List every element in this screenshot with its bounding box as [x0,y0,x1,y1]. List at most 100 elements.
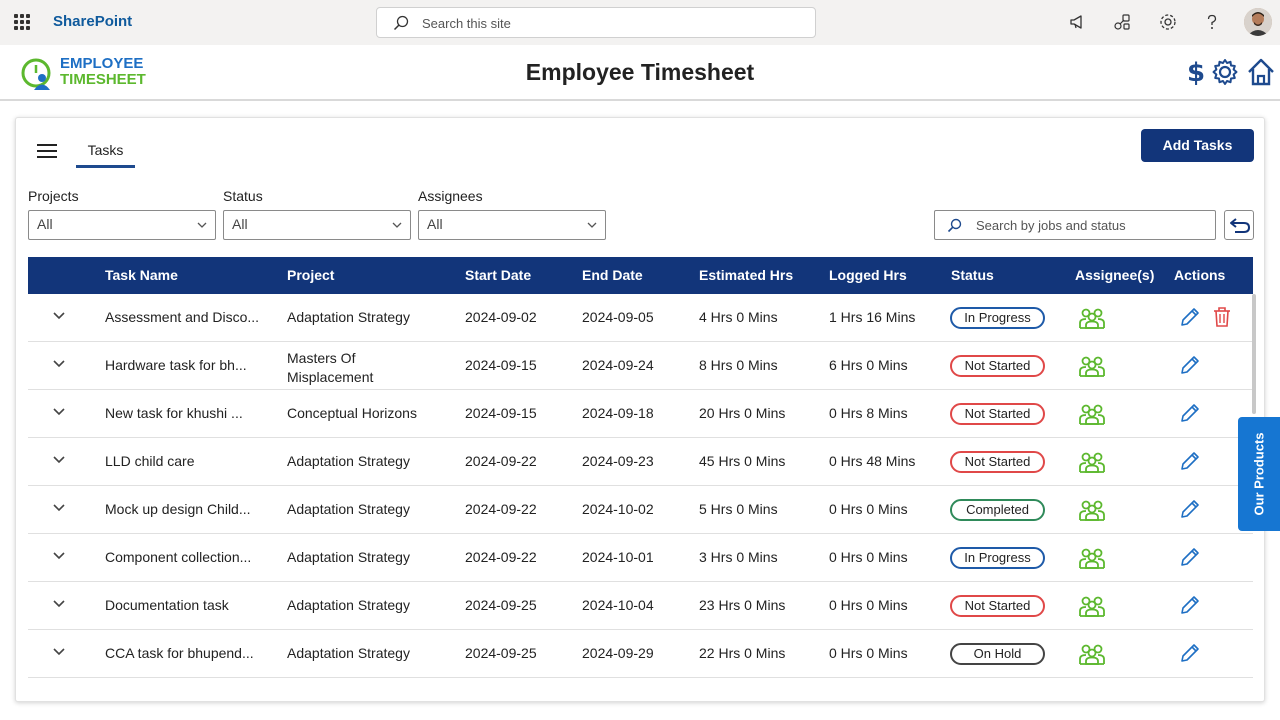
employee-timesheet-logo[interactable]: EMPLOYEE TIMESHEET [20,55,150,91]
table-row[interactable]: Hardware task for bh... Masters Of Mispla… [28,342,1253,390]
jobs-search-input[interactable]: Search by jobs and status [934,210,1216,240]
col-logged-hrs[interactable]: Logged Hrs [829,267,907,283]
delete-trash-icon[interactable] [1212,306,1232,328]
end-date-cell: 2024-10-02 [582,501,654,517]
expand-row-chevron-icon[interactable] [52,455,66,465]
dollar-icon[interactable]: $ [1185,57,1207,87]
expand-row-chevron-icon[interactable] [52,647,66,657]
end-date-cell: 2024-10-04 [582,597,654,613]
table-row[interactable]: Documentation task Adaptation Strategy 202… [28,582,1253,630]
projects-filter-select[interactable]: All [28,210,216,240]
table-row[interactable]: Assessment and Disco... Adaptation Strate… [28,294,1253,342]
expand-row-chevron-icon[interactable] [52,311,66,321]
logged-hrs-cell: 0 Hrs 0 Mins [829,501,908,517]
assignees-group-icon[interactable] [1078,594,1106,618]
task-name-cell[interactable]: CCA task for bhupend... [105,645,254,661]
sharepoint-link[interactable]: SharePoint [53,13,133,30]
expand-row-chevron-icon[interactable] [52,599,66,609]
status-filter-select[interactable]: All [223,210,411,240]
start-date-cell: 2024-09-15 [465,405,537,421]
tasks-table: Task Name Project Start Date End Date Es… [28,257,1253,678]
help-icon[interactable] [1202,12,1222,32]
table-row[interactable]: Mock up design Child... Adaptation Strate… [28,486,1253,534]
task-name-cell[interactable]: Assessment and Disco... [105,309,260,325]
table-scrollbar[interactable] [1252,294,1256,414]
col-project[interactable]: Project [287,267,335,283]
col-status[interactable]: Status [951,267,994,283]
table-row[interactable]: New task for khushi ... Conceptual Horizo… [28,390,1253,438]
start-date-cell: 2024-09-25 [465,597,537,613]
task-name-cell[interactable]: Component collection... [105,549,252,565]
chevron-down-icon [197,222,207,228]
project-cell: Adaptation Strategy [287,597,410,613]
assignees-filter-label: Assignees [418,188,483,204]
edit-pencil-icon[interactable] [1179,354,1201,376]
estimated-hrs-cell: 45 Hrs 0 Mins [699,453,786,469]
assignees-filter-value: All [427,216,443,232]
user-avatar[interactable] [1244,8,1272,36]
edit-pencil-icon[interactable] [1179,498,1201,520]
gear-icon[interactable] [1211,57,1239,87]
estimated-hrs-cell: 4 Hrs 0 Mins [699,309,778,325]
table-row[interactable]: CCA task for bhupend... Adaptation Strate… [28,630,1253,678]
tab-tasks[interactable]: Tasks [76,140,135,168]
table-row[interactable]: LLD child care Adaptation Strategy 2024-09… [28,438,1253,486]
edit-pencil-icon[interactable] [1179,546,1201,568]
assignees-group-icon[interactable] [1078,498,1106,522]
task-name-cell[interactable]: Mock up design Child... [105,501,251,517]
assignees-group-icon[interactable] [1078,306,1106,330]
project-cell: Conceptual Horizons [287,405,417,421]
expand-row-chevron-icon[interactable] [52,359,66,369]
end-date-cell: 2024-09-29 [582,645,654,661]
edit-pencil-icon[interactable] [1179,594,1201,616]
col-task-name[interactable]: Task Name [105,267,178,283]
megaphone-icon[interactable] [1068,12,1088,32]
edit-pencil-icon[interactable] [1179,450,1201,472]
col-estimated-hrs[interactable]: Estimated Hrs [699,267,794,283]
settings-icon[interactable] [1158,12,1178,32]
reset-filters-button[interactable] [1224,210,1254,240]
project-cell: Adaptation Strategy [287,453,410,469]
assignees-group-icon[interactable] [1078,642,1106,666]
projects-filter-label: Projects [28,188,79,204]
assignees-group-icon[interactable] [1078,354,1106,378]
home-icon[interactable] [1246,57,1276,87]
app-launcher-icon[interactable] [14,14,30,30]
site-search-placeholder: Search this site [422,16,511,31]
hamburger-menu-icon[interactable] [37,144,57,160]
status-badge: Not Started [950,403,1045,425]
status-badge: Not Started [950,355,1045,377]
task-name-cell[interactable]: LLD child care [105,453,195,469]
site-search-input[interactable]: Search this site [376,7,816,38]
edit-pencil-icon[interactable] [1179,306,1201,328]
col-start-date[interactable]: Start Date [465,267,532,283]
assignees-group-icon[interactable] [1078,450,1106,474]
assignees-group-icon[interactable] [1078,546,1106,570]
logged-hrs-cell: 0 Hrs 48 Mins [829,453,916,469]
expand-row-chevron-icon[interactable] [52,407,66,417]
share-icon[interactable] [1113,12,1133,32]
task-name-cell[interactable]: New task for khushi ... [105,405,243,421]
project-cell: Masters Of Misplacement [287,350,374,385]
end-date-cell: 2024-09-23 [582,453,654,469]
assignees-group-icon[interactable] [1078,402,1106,426]
edit-pencil-icon[interactable] [1179,642,1201,664]
task-name-cell[interactable]: Documentation task [105,597,229,613]
undo-icon [1230,218,1251,233]
estimated-hrs-cell: 3 Hrs 0 Mins [699,549,778,565]
logged-hrs-cell: 0 Hrs 0 Mins [829,549,908,565]
start-date-cell: 2024-09-22 [465,453,537,469]
table-row[interactable]: Component collection... Adaptation Strate… [28,534,1253,582]
expand-row-chevron-icon[interactable] [52,503,66,513]
task-name-cell[interactable]: Hardware task for bh... [105,357,247,373]
project-cell: Adaptation Strategy [287,645,410,661]
edit-pencil-icon[interactable] [1179,402,1201,424]
expand-row-chevron-icon[interactable] [52,551,66,561]
tasks-card: Tasks Add Tasks Projects All Status All … [15,117,1265,702]
assignees-filter-select[interactable]: All [418,210,606,240]
status-badge: On Hold [950,643,1045,665]
logo-text-line2: TIMESHEET [60,71,146,88]
our-products-tab[interactable]: Our Products [1238,417,1280,531]
col-end-date[interactable]: End Date [582,267,643,283]
add-tasks-button[interactable]: Add Tasks [1141,129,1254,162]
